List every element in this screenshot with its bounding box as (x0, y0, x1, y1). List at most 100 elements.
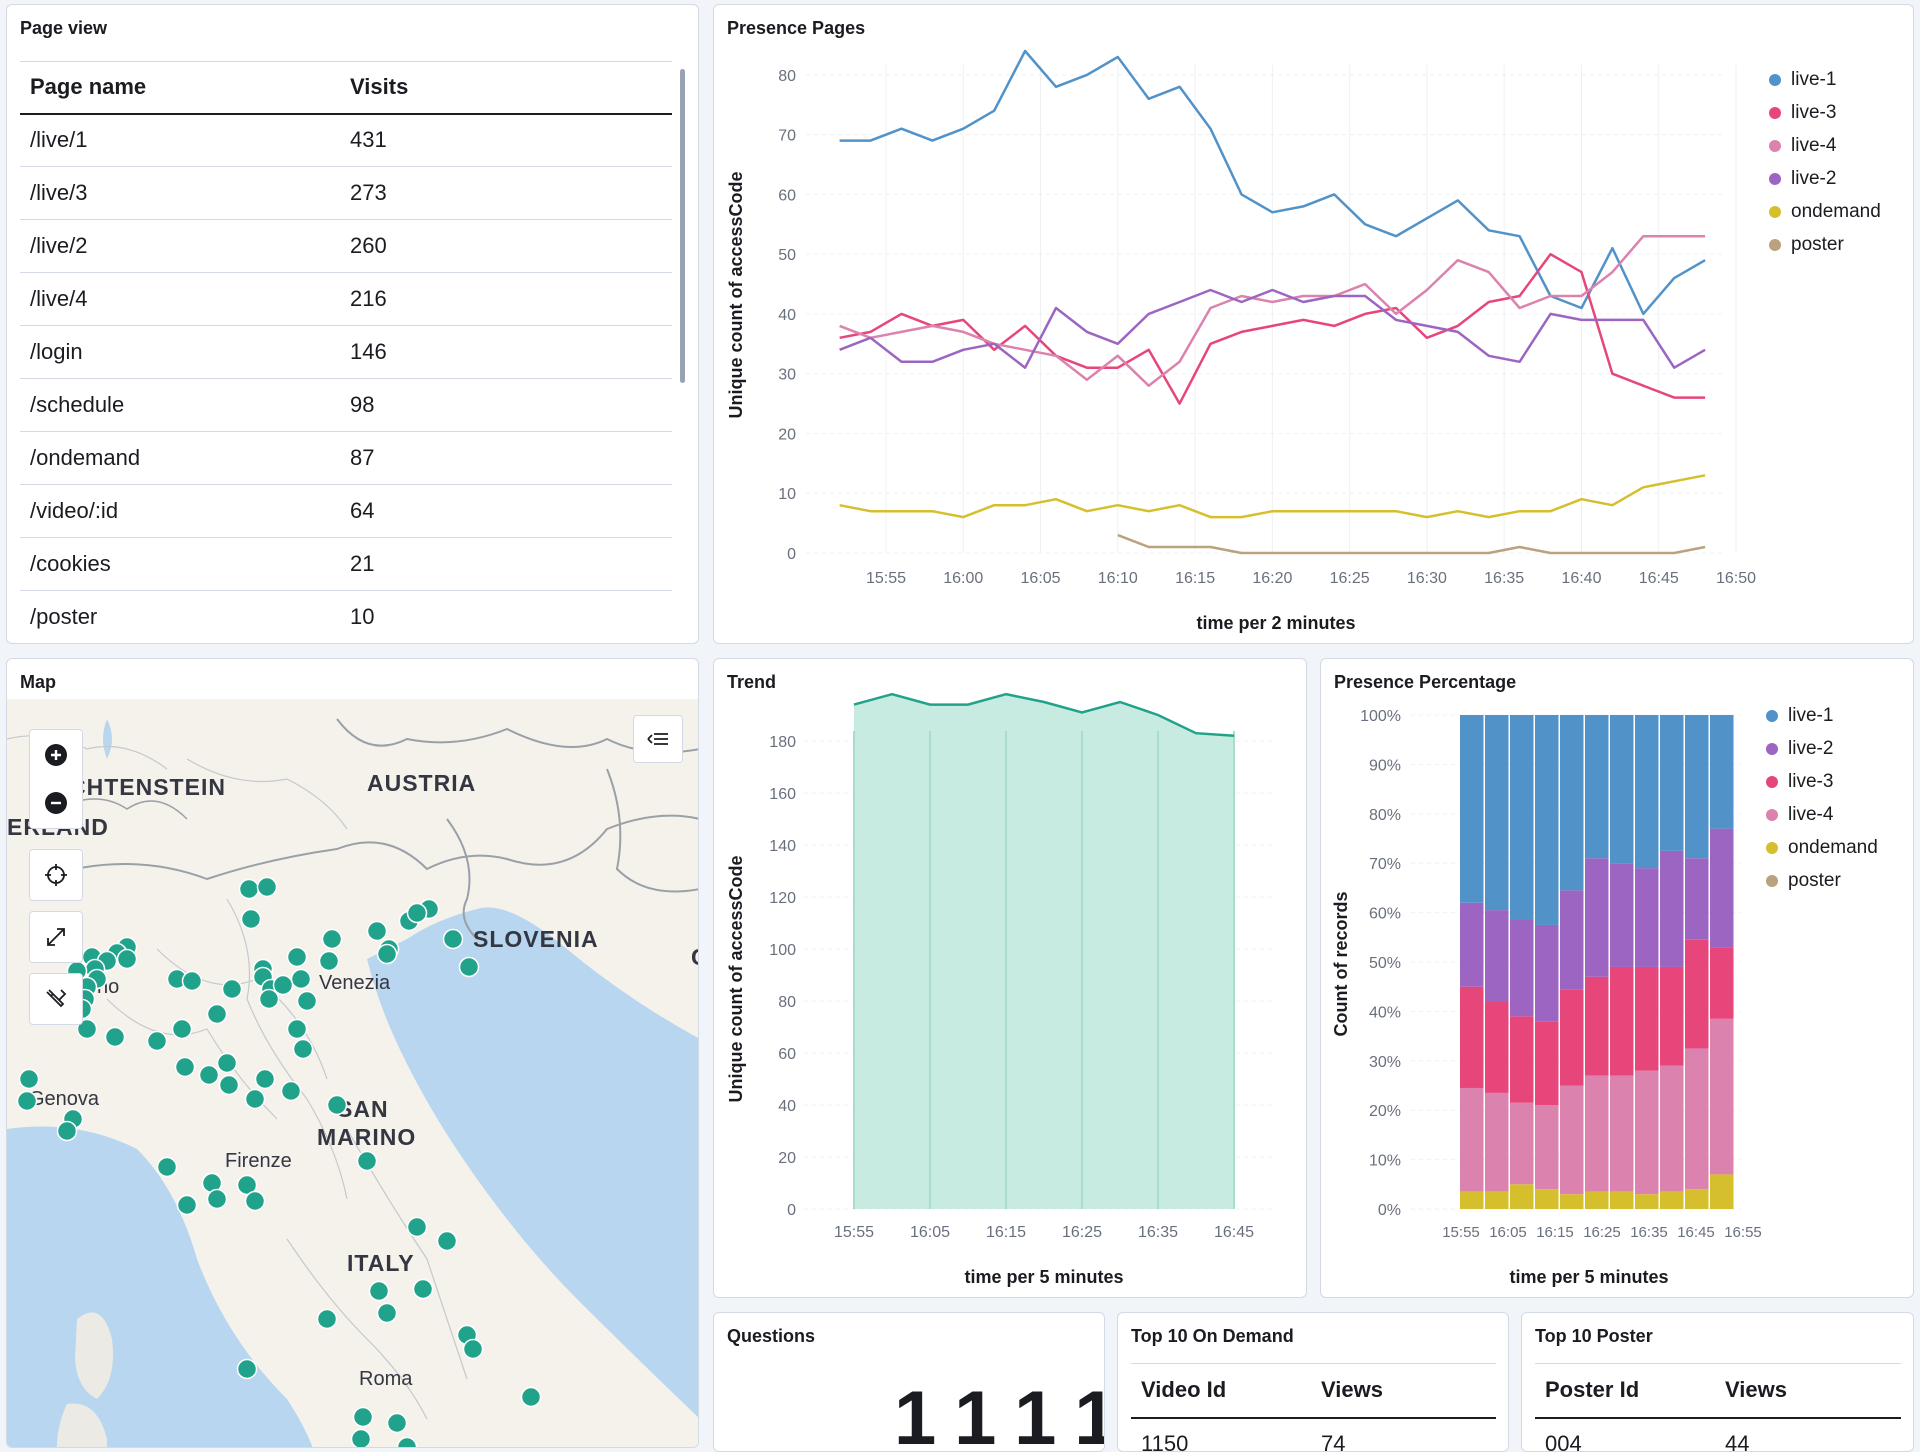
legend-item[interactable]: live-2 (1766, 732, 1878, 765)
bar-segment-live-2 (1585, 858, 1609, 977)
legend-color-dot (1766, 875, 1778, 887)
legend-item[interactable]: live-1 (1766, 699, 1878, 732)
collapse-list-icon (646, 729, 670, 749)
table-cell: 44 (1715, 1418, 1901, 1452)
legend-color-dot (1766, 776, 1778, 788)
bar-segment-live-3 (1710, 947, 1734, 1019)
map-label: Venezia (319, 972, 391, 994)
x-tick-label: 15:55 (834, 1224, 874, 1241)
bar-segment-ondemand (1535, 1189, 1559, 1209)
table-scrollbar[interactable] (680, 69, 685, 383)
bar-segment-live-4 (1710, 1019, 1734, 1175)
panel-title: Top 10 On Demand (1131, 1326, 1294, 1347)
locate-control[interactable] (29, 849, 83, 901)
bar-segment-live-3 (1635, 967, 1659, 1071)
column-header-views[interactable]: Views (1715, 1364, 1901, 1418)
zoom-out-button[interactable] (32, 779, 80, 827)
legend-item[interactable]: poster (1769, 228, 1881, 261)
top-poster-table: Poster Id Views 004 44 (1535, 1363, 1901, 1452)
column-header-poster-id[interactable]: Poster Id (1535, 1364, 1715, 1418)
y-tick-label: 10 (778, 486, 796, 503)
y-axis-title: Unique count of accessCode (726, 855, 746, 1102)
bar-segment-live-2 (1635, 868, 1659, 967)
fullscreen-control[interactable] (29, 911, 83, 963)
map-marker (246, 1192, 265, 1211)
column-header-visits[interactable]: Visits (340, 62, 672, 114)
legend-item[interactable]: live-3 (1769, 96, 1881, 129)
x-tick-label: 16:20 (1252, 570, 1292, 587)
visits-cell: 87 (340, 432, 672, 485)
column-header-video-id[interactable]: Video Id (1131, 1364, 1311, 1418)
bar-segment-live-3 (1535, 1021, 1559, 1105)
questions-metric-value: 1111 (894, 1375, 1105, 1452)
visits-cell: 260 (340, 220, 672, 273)
visits-cell: 10 (340, 591, 672, 644)
page-name-cell: /live/3 (20, 167, 340, 220)
top-on-demand-table: Video Id Views 1150 74 (1131, 1363, 1496, 1452)
y-tick-label: 0 (787, 546, 796, 563)
visits-cell: 146 (340, 326, 672, 379)
draw-tools-control[interactable] (29, 973, 83, 1025)
map-canvas[interactable]: CHTENSTEINAUSTRIAERLANDSLOVENIASANMARINO… (7, 699, 699, 1448)
y-tick-label: 60% (1369, 906, 1401, 923)
x-tick-label: 16:45 (1677, 1224, 1715, 1241)
bar-segment-ondemand (1635, 1194, 1659, 1209)
bar-segment-ondemand (1485, 1192, 1509, 1209)
map-label: C (691, 944, 699, 970)
x-tick-label: 16:55 (1724, 1224, 1762, 1241)
page-name-cell: /live/1 (20, 114, 340, 167)
map-marker (323, 930, 342, 949)
legend-item[interactable]: ondemand (1766, 831, 1878, 864)
visits-cell: 431 (340, 114, 672, 167)
map-marker (208, 1190, 227, 1209)
column-header-views[interactable]: Views (1311, 1364, 1496, 1418)
x-tick-label: 16:25 (1330, 570, 1370, 587)
page-name-cell: /cookies (20, 538, 340, 591)
x-tick-label: 16:05 (1489, 1224, 1527, 1241)
legend-item[interactable]: live-1 (1769, 63, 1881, 96)
layer-toggle-button[interactable] (633, 715, 683, 763)
x-tick-label: 16:35 (1484, 570, 1524, 587)
x-tick-label: 16:05 (910, 1224, 950, 1241)
legend-color-dot (1766, 842, 1778, 854)
map-marker (378, 945, 397, 964)
legend-color-dot (1769, 74, 1781, 86)
bar-segment-ondemand (1610, 1192, 1634, 1209)
legend-item[interactable]: poster (1766, 864, 1878, 897)
bar-segment-ondemand (1710, 1174, 1734, 1209)
panel-title: Questions (727, 1326, 815, 1347)
top-on-demand-panel: Top 10 On Demand Video Id Views 1150 74 (1117, 1312, 1509, 1452)
bar-segment-ondemand (1685, 1189, 1709, 1209)
y-tick-label: 80 (778, 994, 796, 1011)
map-marker (444, 930, 463, 949)
legend-color-dot (1769, 239, 1781, 251)
map-marker (158, 1158, 177, 1177)
legend-color-dot (1769, 206, 1781, 218)
legend-item[interactable]: ondemand (1769, 195, 1881, 228)
x-tick-label: 16:15 (1175, 570, 1215, 587)
map-marker (460, 958, 479, 977)
legend-item[interactable]: live-2 (1769, 162, 1881, 195)
y-tick-label: 160 (769, 786, 796, 803)
legend-item[interactable]: live-4 (1769, 129, 1881, 162)
legend-item[interactable]: live-3 (1766, 765, 1878, 798)
legend-label: live-2 (1788, 738, 1833, 760)
y-tick-label: 60 (778, 187, 796, 204)
y-tick-label: 100% (1360, 708, 1401, 725)
column-header-page-name[interactable]: Page name (20, 62, 340, 114)
x-tick-label: 16:05 (1021, 570, 1061, 587)
legend-item[interactable]: live-4 (1766, 798, 1878, 831)
zoom-in-button[interactable] (32, 731, 80, 779)
panel-title: Top 10 Poster (1535, 1326, 1653, 1347)
